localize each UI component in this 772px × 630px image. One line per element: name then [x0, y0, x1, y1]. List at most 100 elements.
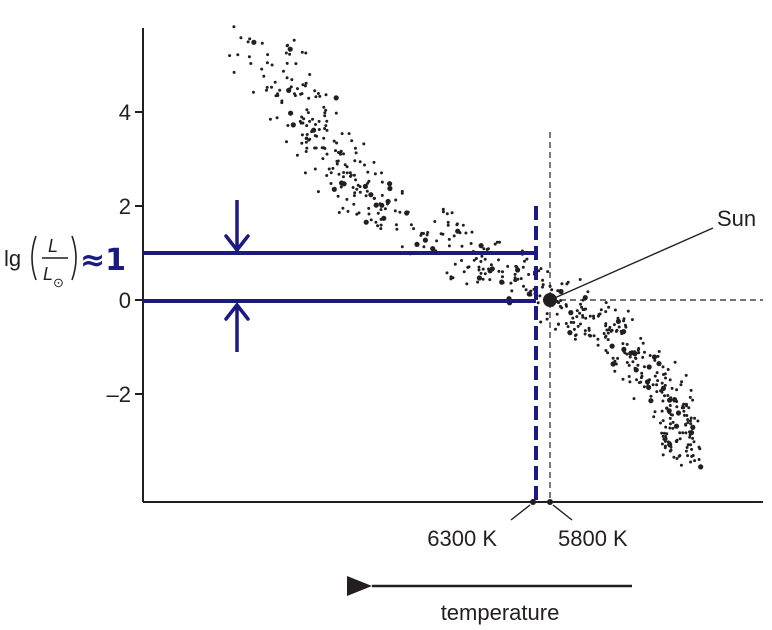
marker-6300-label: 6300 K	[427, 526, 497, 551]
star-point	[252, 90, 255, 94]
star-point	[614, 362, 618, 366]
star-point	[329, 171, 333, 175]
star-point	[696, 419, 700, 423]
star-point	[565, 282, 569, 286]
star-point	[606, 331, 610, 335]
star-point	[336, 194, 340, 198]
star-point	[380, 180, 384, 184]
star-point	[685, 404, 688, 408]
star-point	[673, 360, 677, 364]
star-point	[452, 234, 456, 238]
star-point	[592, 316, 596, 320]
star-point	[560, 282, 564, 286]
star-point	[574, 333, 578, 337]
star-point	[365, 189, 369, 193]
star-point	[689, 460, 693, 464]
star-point	[688, 433, 692, 437]
star-point	[641, 355, 645, 359]
star-point	[662, 431, 666, 435]
star-point	[300, 115, 304, 119]
star-point	[685, 446, 689, 449]
star-point	[684, 373, 688, 377]
down-arrow-head	[224, 234, 250, 253]
star-point	[353, 159, 357, 163]
star-point	[573, 337, 577, 341]
star-point	[331, 166, 335, 170]
star-point	[663, 439, 667, 443]
star-point	[655, 390, 659, 394]
star-point	[302, 117, 306, 121]
star-point	[506, 264, 510, 268]
star-point	[286, 87, 292, 93]
y-tick-label: 4	[119, 100, 131, 125]
star-point	[545, 317, 549, 321]
star-point	[606, 351, 610, 355]
star-point	[380, 171, 383, 175]
star-point	[651, 383, 655, 387]
star-point	[693, 459, 697, 463]
star-point	[379, 223, 383, 227]
star-point	[637, 351, 641, 355]
sun-leader-line	[549, 227, 714, 301]
star-point	[545, 312, 549, 316]
star-point	[314, 95, 318, 99]
star-point	[354, 178, 358, 182]
star-point	[513, 278, 517, 282]
star-point	[453, 262, 457, 266]
star-point	[621, 342, 625, 346]
star-point	[337, 172, 341, 176]
handwritten-estimate: ≈1	[80, 243, 126, 278]
star-point	[632, 397, 636, 401]
star-point	[327, 167, 331, 171]
star-point	[367, 206, 371, 210]
star-point	[546, 270, 550, 274]
star-point	[304, 140, 308, 144]
star-point	[667, 442, 673, 448]
star-point	[684, 431, 688, 435]
star-point	[363, 163, 366, 167]
star-point	[341, 175, 345, 179]
star-point	[398, 210, 402, 214]
star-point	[670, 386, 674, 390]
star-point	[294, 62, 298, 66]
star-point	[615, 328, 619, 332]
star-point	[671, 420, 675, 424]
star-point	[672, 399, 676, 403]
star-point	[675, 400, 679, 403]
star-point	[657, 350, 661, 353]
star-point	[320, 146, 324, 150]
star-point	[325, 174, 329, 177]
star-point	[513, 272, 517, 276]
star-point	[668, 422, 672, 426]
star-point	[634, 356, 637, 360]
star-point	[379, 208, 383, 212]
star-point	[569, 320, 573, 324]
star-point	[335, 141, 339, 145]
star-point	[474, 257, 478, 260]
star-point	[663, 394, 666, 398]
star-point	[669, 413, 673, 417]
star-point	[673, 423, 680, 429]
star-point	[598, 312, 602, 316]
star-point	[675, 405, 679, 409]
star-point	[305, 124, 309, 128]
star-point	[313, 167, 317, 171]
star-point	[643, 350, 646, 354]
star-point	[685, 414, 689, 417]
star-point	[536, 301, 540, 305]
star-point	[289, 85, 293, 89]
star-point	[426, 231, 430, 234]
star-point	[686, 454, 690, 458]
star-point	[345, 171, 349, 175]
star-point	[516, 277, 520, 281]
star-point	[581, 315, 585, 319]
star-point	[314, 123, 317, 126]
star-point	[313, 134, 317, 138]
star-point	[625, 352, 629, 356]
star-point	[248, 37, 252, 41]
star-point	[383, 207, 387, 211]
y-label-sun-symbol: ⊙	[53, 275, 64, 290]
star-point	[278, 88, 282, 92]
star-point	[652, 415, 656, 419]
star-point	[628, 380, 632, 384]
